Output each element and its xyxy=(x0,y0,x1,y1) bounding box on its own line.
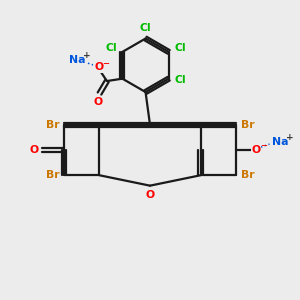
Text: Cl: Cl xyxy=(174,44,186,53)
Text: Br: Br xyxy=(46,170,59,180)
Text: −: − xyxy=(260,141,267,150)
Text: Br: Br xyxy=(241,120,254,130)
Text: Na: Na xyxy=(272,137,289,147)
Text: +: + xyxy=(83,51,91,60)
Text: O: O xyxy=(94,62,103,72)
Text: Cl: Cl xyxy=(175,75,186,85)
Text: +: + xyxy=(286,133,294,142)
Text: Br: Br xyxy=(46,120,59,130)
Text: Cl: Cl xyxy=(105,44,117,53)
Text: O: O xyxy=(146,190,154,200)
Text: Na: Na xyxy=(69,55,85,65)
Text: O: O xyxy=(251,145,261,155)
Text: −: − xyxy=(102,59,109,68)
Text: O: O xyxy=(93,97,103,107)
Text: Cl: Cl xyxy=(140,23,152,33)
Text: O: O xyxy=(29,145,39,155)
Text: Br: Br xyxy=(241,170,254,180)
